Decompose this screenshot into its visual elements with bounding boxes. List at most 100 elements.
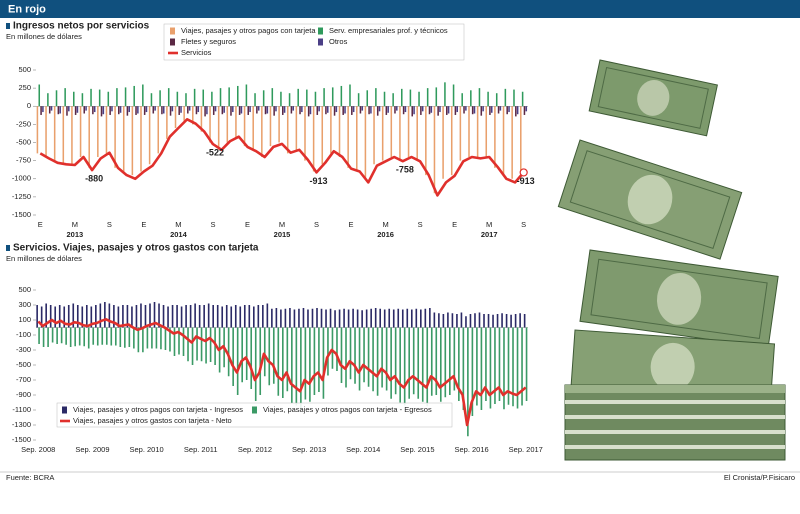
bar (58, 305, 61, 328)
bar (161, 106, 163, 115)
bar (388, 308, 391, 328)
bar (504, 88, 507, 107)
bar (187, 327, 189, 362)
bar (216, 305, 219, 328)
bar (438, 313, 440, 328)
bar (358, 327, 361, 391)
bar (433, 312, 436, 328)
bar (102, 106, 105, 115)
bar (107, 91, 110, 107)
bar (257, 305, 260, 328)
data-label: -913 (310, 176, 328, 186)
bar (185, 305, 187, 328)
bar (185, 93, 187, 107)
bar (321, 106, 324, 165)
bar (211, 91, 213, 107)
bar (85, 106, 87, 111)
x-tick-label: S (418, 220, 423, 229)
bar (245, 327, 248, 380)
bar (359, 106, 362, 114)
bar (239, 306, 242, 328)
bar (349, 327, 352, 380)
bar (135, 305, 138, 328)
bar (309, 327, 311, 402)
bar (151, 327, 153, 349)
bar (247, 106, 250, 115)
bar (148, 106, 151, 165)
bar (214, 106, 217, 112)
bar (237, 85, 239, 107)
legend-label: Viajes, pasajes y otros pagos con tarjet… (263, 405, 432, 414)
bar (523, 106, 526, 115)
bar (248, 305, 251, 328)
bar (286, 327, 289, 392)
bar (330, 106, 332, 154)
bar (171, 106, 174, 112)
bar (143, 106, 146, 115)
bar (456, 314, 458, 328)
bar (56, 327, 58, 344)
bar (304, 327, 307, 400)
bar (79, 106, 82, 157)
bar (424, 308, 427, 328)
bar (485, 327, 487, 401)
bar (490, 106, 493, 113)
bar (521, 91, 524, 107)
bar (525, 327, 528, 401)
bar (252, 106, 254, 150)
bar (392, 93, 394, 107)
bar (429, 308, 431, 328)
bar (205, 327, 207, 364)
bar (232, 327, 234, 386)
bar (415, 308, 418, 328)
bar (318, 327, 320, 392)
y-tick-label: -700 (16, 375, 31, 384)
bar (340, 327, 343, 383)
bar (140, 303, 142, 328)
bar (122, 106, 125, 172)
bar (42, 327, 45, 347)
bar (76, 106, 79, 113)
y-tick-label: 300 (18, 300, 31, 309)
bar (450, 106, 453, 176)
bar (349, 84, 351, 107)
bar (514, 314, 517, 328)
bar (57, 106, 60, 115)
bar (59, 106, 61, 114)
bar (40, 306, 43, 328)
bar (291, 327, 293, 404)
bar (266, 106, 269, 114)
bar (133, 327, 135, 349)
bar (280, 309, 282, 328)
bar (78, 327, 81, 346)
bar (417, 327, 420, 399)
bar (383, 309, 386, 328)
bar (505, 314, 508, 328)
bar (196, 327, 198, 361)
bar (312, 106, 315, 172)
bar (230, 306, 233, 328)
bar (476, 106, 479, 157)
bar (225, 305, 228, 328)
bar (365, 309, 368, 328)
bar (182, 327, 185, 356)
bar (447, 106, 450, 114)
bar (249, 106, 251, 113)
bar (124, 327, 126, 348)
bar (401, 309, 404, 328)
bar (485, 106, 488, 157)
bar (227, 327, 230, 377)
bar (316, 106, 319, 115)
bar (135, 106, 137, 115)
bar (209, 106, 211, 143)
bar (142, 84, 144, 107)
bar (444, 327, 447, 398)
bar (352, 308, 354, 328)
bar (92, 327, 95, 345)
bar (271, 308, 273, 328)
bar (397, 308, 400, 328)
bar (476, 327, 478, 406)
bar (288, 93, 291, 107)
bar (169, 327, 171, 352)
